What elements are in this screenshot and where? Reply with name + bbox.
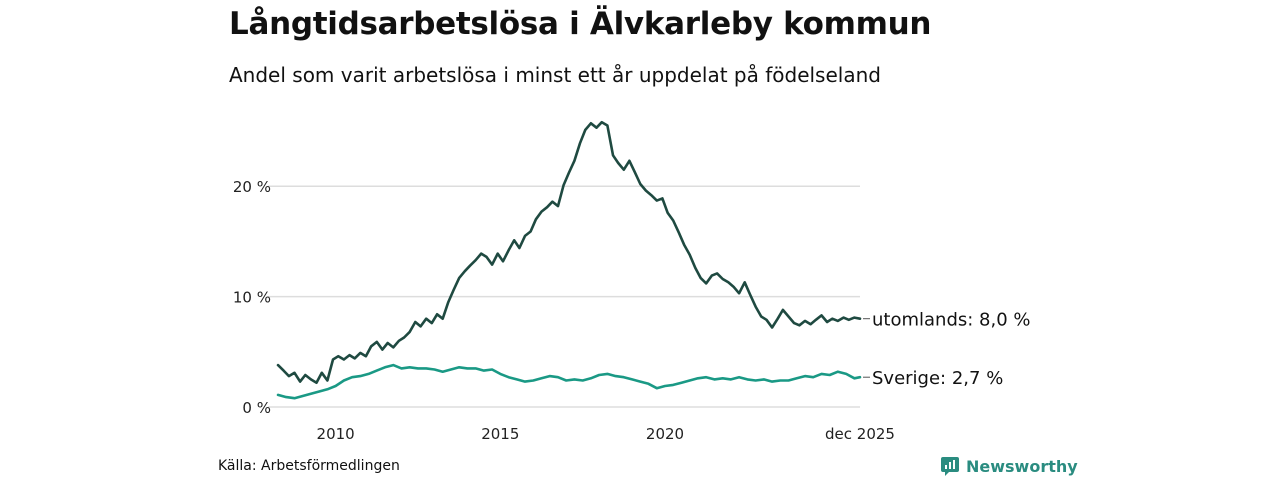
chart-title: Långtidsarbetslösa i Älvkarleby kommun xyxy=(229,6,932,42)
brand-logo: Newsworthy xyxy=(940,456,1078,476)
newsworthy-logo-icon xyxy=(941,457,959,476)
end-label-sverige: Sverige: 2,7 % xyxy=(872,368,1003,389)
x-tick-label: 2015 xyxy=(481,425,519,443)
x-tick-label: 2010 xyxy=(317,425,355,443)
y-axis: 0 % 10 % 20 % xyxy=(233,178,271,417)
x-axis: 2010 2015 2020 dec 2025 xyxy=(317,425,895,443)
x-tick-label: 2020 xyxy=(646,425,684,443)
y-tick-label: 0 % xyxy=(242,399,271,417)
series-line-sverige xyxy=(276,363,862,400)
series-line-utomlands xyxy=(276,120,862,384)
brand-name: Newsworthy xyxy=(966,456,1078,476)
grid-lines xyxy=(268,185,860,408)
source-note: Källa: Arbetsförmedlingen xyxy=(218,458,400,474)
x-tick-label: dec 2025 xyxy=(825,425,895,443)
y-tick-label: 10 % xyxy=(233,289,271,307)
series-lines xyxy=(276,120,862,400)
chart-subtitle: Andel som varit arbetslösa i minst ett å… xyxy=(229,63,881,87)
end-labels: utomlands: 8,0 % Sverige: 2,7 % xyxy=(863,310,1031,389)
y-tick-label: 20 % xyxy=(233,178,271,196)
end-label-utomlands: utomlands: 8,0 % xyxy=(872,310,1031,331)
